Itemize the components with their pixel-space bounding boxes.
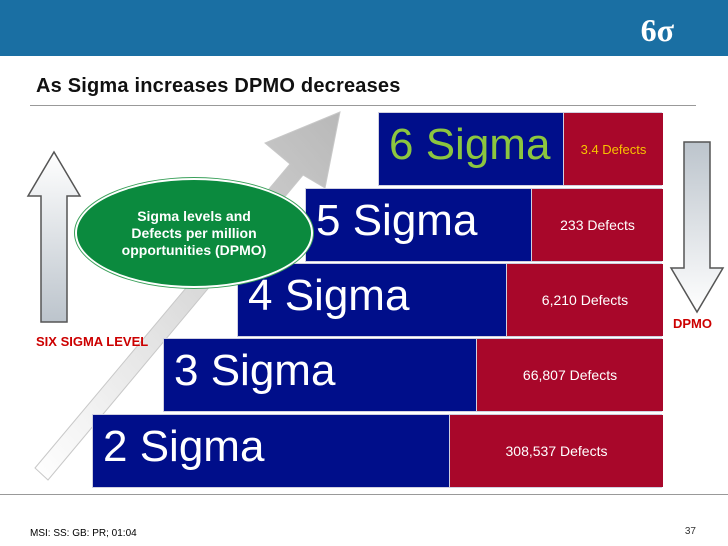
- sigma-level-label: 4 Sigma: [248, 271, 410, 320]
- callout-text: Sigma levels and Defects per million opp…: [121, 207, 267, 258]
- sigma-bar-2: 2 Sigma 308,537 Defects: [92, 414, 663, 488]
- six-sigma-logo: 6σ: [640, 12, 674, 48]
- header-banner: 6σ: [0, 0, 728, 56]
- sigma-bar-5: 5 Sigma 233 Defects: [305, 188, 663, 262]
- sigma-level-label: 5 Sigma: [316, 196, 478, 245]
- down-arrow-icon: [669, 141, 725, 314]
- page-number: 37: [684, 526, 696, 537]
- sigma-bar-3: 3 Sigma 66,807 Defects: [163, 338, 663, 412]
- defects-value: 66,807 Defects: [476, 339, 663, 411]
- slide-title: As Sigma increases DPMO decreases: [36, 75, 401, 97]
- footer-reference: MSI: SS: GB: PR; 01:04: [30, 528, 137, 539]
- dpmo-label: DPMO: [673, 316, 712, 331]
- dpmo-callout-oval: Sigma levels and Defects per million opp…: [75, 178, 313, 288]
- six-sigma-level-label: SIX SIGMA LEVEL: [36, 334, 149, 349]
- sigma-level-label: 3 Sigma: [174, 346, 336, 395]
- sigma-level-label: 6 Sigma: [389, 120, 551, 169]
- up-arrow-icon: [26, 150, 82, 323]
- sigma-bar-4: 4 Sigma 6,210 Defects: [237, 263, 663, 337]
- defects-value: 3.4 Defects: [563, 113, 663, 185]
- title-divider: [30, 105, 696, 106]
- sigma-level-label: 2 Sigma: [103, 422, 265, 471]
- sigma-bar-6: 6 Sigma 3.4 Defects: [378, 112, 663, 186]
- defects-value: 6,210 Defects: [506, 264, 663, 336]
- footer-divider: [0, 494, 728, 495]
- defects-value: 233 Defects: [531, 189, 663, 261]
- defects-value: 308,537 Defects: [449, 415, 663, 487]
